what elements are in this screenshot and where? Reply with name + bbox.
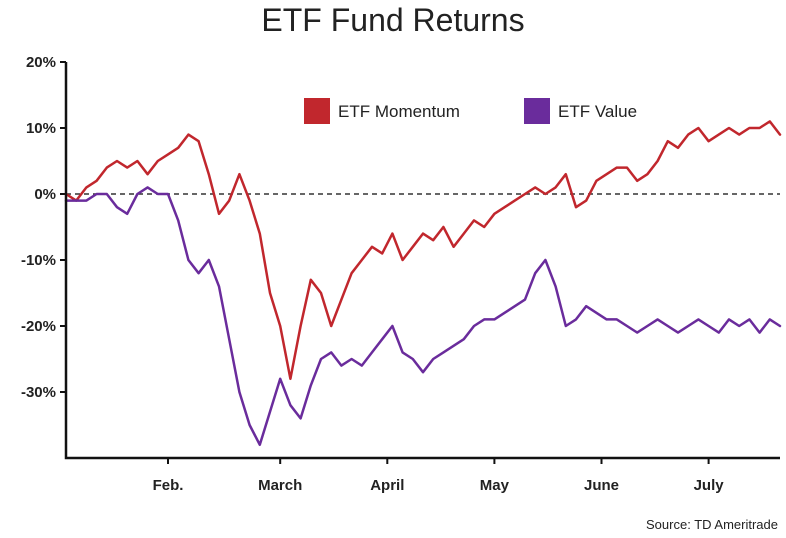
- series-line-etf-momentum: [64, 120, 782, 381]
- chart-title: ETF Fund Returns: [261, 2, 525, 38]
- y-tick-label: -10%: [21, 252, 56, 269]
- x-tick-label: July: [694, 477, 725, 494]
- y-tick-label: 20%: [26, 54, 56, 71]
- legend-label: ETF Value: [558, 102, 637, 121]
- x-tick-label: Feb.: [153, 477, 184, 494]
- legend: ETF Momentum ETF Value: [304, 98, 637, 124]
- x-tick-label: March: [258, 477, 302, 494]
- legend-swatch: [304, 98, 330, 124]
- y-tick-label: 0%: [34, 186, 56, 203]
- axis-frame: [64, 62, 780, 460]
- source-note: Source: TD Ameritrade: [646, 517, 778, 532]
- x-tick-label: June: [584, 477, 619, 494]
- series-group: [64, 120, 782, 447]
- legend-label: ETF Momentum: [338, 102, 460, 121]
- y-tick-label: -20%: [21, 318, 56, 335]
- y-tick-label: -30%: [21, 384, 56, 401]
- series-line-etf-value: [64, 186, 782, 447]
- y-axis-ticks: 20% 10% 0% -10% -20% -30%: [21, 54, 66, 401]
- x-tick-label: April: [370, 477, 404, 494]
- x-axis-ticks: Feb. March April May June July: [153, 458, 725, 494]
- legend-swatch: [524, 98, 550, 124]
- y-tick-label: 10%: [26, 120, 56, 137]
- x-tick-label: May: [480, 477, 510, 494]
